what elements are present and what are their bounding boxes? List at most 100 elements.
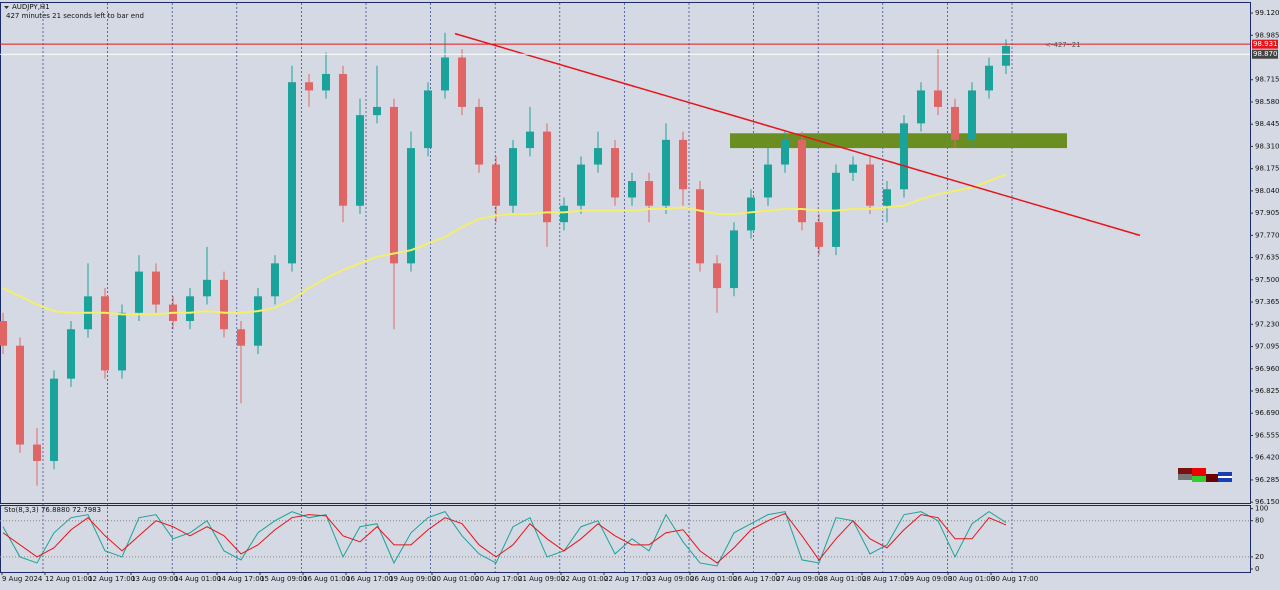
- candle-body: [849, 164, 857, 173]
- indicator-frame: [0, 505, 1251, 573]
- ask-line-label: 98.870: [1253, 50, 1278, 58]
- y-tick-label: 97.230: [1255, 320, 1280, 328]
- candle-body: [458, 57, 466, 107]
- candle-body: [781, 139, 789, 165]
- x-tick-label: 12 Aug 17:00: [88, 575, 135, 583]
- x-tick-label: 14 Aug 17:00: [217, 575, 264, 583]
- candle-body: [424, 90, 432, 149]
- x-tick-label: 9 Aug 2024: [2, 575, 43, 583]
- y-tick-label: 96.825: [1255, 387, 1280, 395]
- candle-body: [118, 312, 126, 371]
- candle-body: [67, 329, 75, 379]
- y-tick-label: 98.985: [1255, 31, 1280, 39]
- y-tick-label: 98.580: [1255, 98, 1280, 106]
- candle-body: [220, 279, 228, 330]
- candle-body: [50, 378, 58, 462]
- candle-body: [526, 131, 534, 149]
- candle-body: [866, 164, 874, 206]
- x-tick-label: 30 Aug 01:00: [948, 575, 995, 583]
- x-tick-label: 19 Aug 09:00: [389, 575, 436, 583]
- candle-body: [339, 73, 347, 206]
- candle-body: [407, 148, 415, 264]
- candle-body: [101, 296, 109, 371]
- chart-title: AUDJPY,H1: [12, 3, 50, 11]
- y-tick-label: 96.690: [1255, 409, 1280, 417]
- candle-body: [628, 181, 636, 198]
- candle-body: [492, 164, 500, 206]
- bid-line-label: 98.931: [1253, 40, 1278, 48]
- candle-body: [577, 164, 585, 206]
- candle-body: [968, 90, 976, 140]
- candle-body: [1002, 45, 1010, 66]
- candle-body: [441, 57, 449, 91]
- x-tick-label: 28 Aug 01:00: [819, 575, 866, 583]
- candle-body: [271, 263, 279, 297]
- y-tick-label: 98.715: [1255, 76, 1280, 84]
- candle-body: [237, 329, 245, 346]
- x-tick-label: 22 Aug 01:00: [561, 575, 608, 583]
- candle-body: [951, 106, 959, 140]
- y-tick-label: 96.420: [1255, 454, 1280, 462]
- stochastic-line: [2, 512, 1007, 564]
- x-tick-label: 16 Aug 17:00: [346, 575, 393, 583]
- x-tick-label: 21 Aug 09:00: [518, 575, 565, 583]
- bid-line-tag: [1252, 39, 1278, 49]
- candle-body: [560, 205, 568, 223]
- x-tick-label: 15 Aug 09:00: [260, 575, 307, 583]
- candle-body: [764, 164, 772, 198]
- candle-body: [475, 106, 483, 165]
- bar-timer: 427 minutes 21 seconds left to bar end: [6, 12, 144, 20]
- candle-body: [305, 82, 313, 91]
- y-tick-label: 97.500: [1255, 276, 1280, 284]
- candle-body: [594, 148, 602, 165]
- candle-body: [322, 73, 330, 91]
- candle-body: [0, 321, 7, 346]
- menu-icon: [4, 6, 9, 9]
- y-tick-label: 97.905: [1255, 209, 1280, 217]
- y-tick-label: 99.120: [1255, 9, 1280, 17]
- ask-line-tag: [1252, 49, 1278, 59]
- candle-body: [934, 90, 942, 107]
- x-tick-label: 22 Aug 17:00: [604, 575, 651, 583]
- y-tick-label: 98.040: [1255, 187, 1280, 195]
- candle-body: [509, 148, 517, 206]
- timer-label: <-427--21: [1045, 41, 1081, 49]
- indicator-y-tick-label: 100: [1255, 505, 1268, 513]
- candle-body: [16, 345, 24, 445]
- y-tick-label: 96.555: [1255, 431, 1280, 439]
- indicator-y-tick-label: 20: [1255, 553, 1264, 561]
- y-tick-label: 96.285: [1255, 476, 1280, 484]
- x-tick-label: 20 Aug 17:00: [475, 575, 522, 583]
- x-tick-label: 29 Aug 09:00: [905, 575, 952, 583]
- candle-body: [356, 115, 364, 206]
- candle-body: [679, 139, 687, 190]
- y-tick-label: 98.445: [1255, 120, 1280, 128]
- x-tick-label: 14 Aug 01:00: [174, 575, 221, 583]
- candle-body: [730, 230, 738, 289]
- x-tick-label: 30 Aug 17:00: [991, 575, 1038, 583]
- x-tick-label: 23 Aug 09:00: [647, 575, 694, 583]
- y-tick-label: 97.365: [1255, 298, 1280, 306]
- y-tick-label: 97.635: [1255, 254, 1280, 262]
- x-tick-label: 26 Aug 17:00: [733, 575, 780, 583]
- trendline: [454, 32, 1141, 237]
- main-frame: [0, 2, 1251, 504]
- y-tick-label: 96.960: [1255, 365, 1280, 373]
- x-tick-label: 16 Aug 01:00: [303, 575, 350, 583]
- candle-body: [543, 131, 551, 223]
- candle-body: [713, 263, 721, 289]
- flags-icon: [1178, 468, 1232, 482]
- support-zone: [730, 133, 1067, 149]
- y-tick-label: 97.095: [1255, 343, 1280, 351]
- indicator-y-tick-label: 0: [1255, 565, 1259, 573]
- candle-body: [662, 139, 670, 206]
- candle-body: [900, 123, 908, 190]
- candle-body: [288, 82, 296, 264]
- candle-body: [883, 189, 891, 206]
- candle-body: [203, 279, 211, 297]
- candle-body: [152, 271, 160, 305]
- y-tick-label: 98.175: [1255, 165, 1280, 173]
- x-tick-label: 20 Aug 01:00: [432, 575, 479, 583]
